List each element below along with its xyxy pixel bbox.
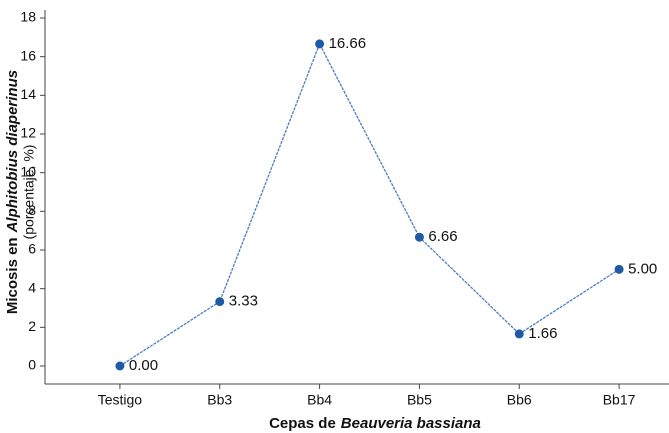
series-line [119, 42, 620, 367]
y-tick-label: 2 [28, 318, 36, 334]
data-point [115, 361, 125, 371]
y-tick-label: 18 [20, 9, 36, 25]
data-point [614, 264, 624, 274]
value-label: 3.33 [229, 293, 258, 310]
y-axis-sublabel: (porcentaje, %) [21, 145, 37, 240]
data-point [414, 232, 424, 242]
y-tick-label: 10 [20, 163, 36, 179]
x-tick-label: Testigo [98, 392, 143, 408]
value-label: 1.66 [528, 325, 557, 342]
x-tick-label: Bb3 [207, 392, 232, 408]
y-tick-label: 12 [20, 125, 36, 141]
y-axis-label: Micosis en Alphitobius diaperinus [4, 70, 21, 314]
x-label-part: Cepas de [269, 415, 336, 432]
y-tick-label: 4 [28, 279, 36, 295]
y-tick-label: 14 [20, 86, 36, 102]
x-tick-label: Bb17 [603, 392, 636, 408]
y-label-part: Micosis en [4, 237, 21, 314]
x-tick-label: Bb4 [307, 392, 332, 408]
value-label: 5.00 [628, 260, 657, 277]
value-label: 16.66 [329, 35, 367, 52]
y-tick-label: 16 [20, 47, 36, 63]
data-point [315, 39, 325, 49]
data-point [215, 297, 225, 307]
y-tick-label: 8 [28, 202, 36, 218]
y-tick-label: 0 [28, 357, 36, 373]
value-label: 0.00 [129, 357, 158, 374]
x-tick-label: Bb6 [507, 392, 532, 408]
x-label-part: Beauveria bassiana [341, 415, 481, 432]
y-tick-label: 6 [28, 241, 36, 257]
value-label: 6.66 [428, 228, 457, 245]
x-axis-label: Cepas de Beauveria bassiana [269, 415, 481, 432]
x-tick-label: Bb5 [407, 392, 432, 408]
y-label-part: Alphitobius diaperinus [4, 70, 21, 234]
data-point [514, 329, 524, 339]
